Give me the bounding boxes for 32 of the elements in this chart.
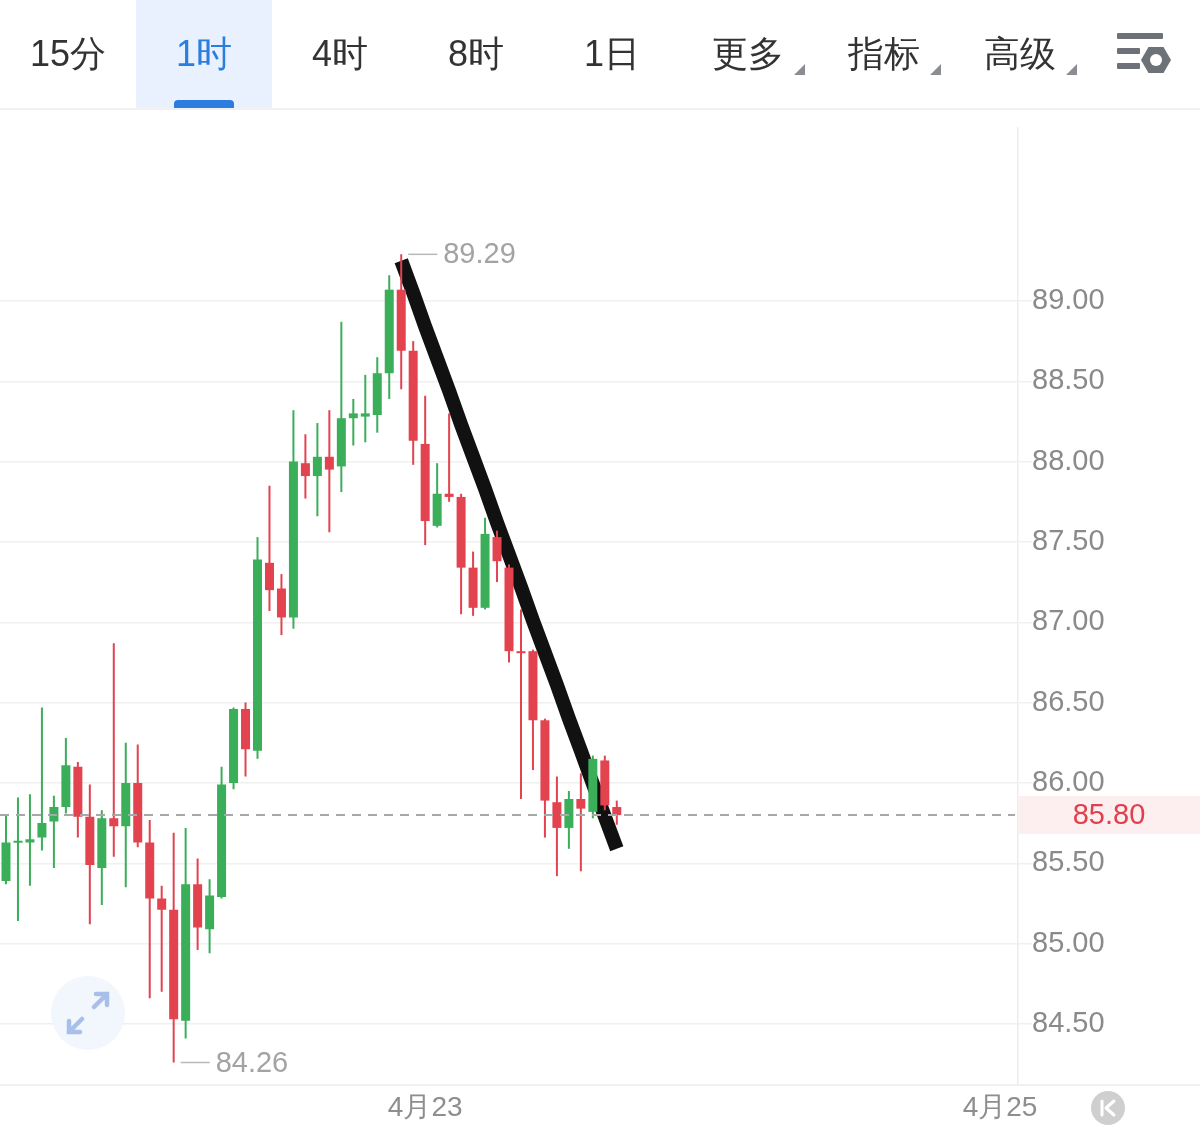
candlestick <box>360 374 370 443</box>
candlestick <box>444 413 454 502</box>
x-tick-label: 4月25 <box>962 1090 1038 1122</box>
candlestick <box>37 707 47 851</box>
y-tick-label: 89.00 <box>1032 282 1105 315</box>
candlestick <box>516 609 526 800</box>
y-tick-label: 84.50 <box>1032 1005 1105 1038</box>
y-tick-label: 88.00 <box>1032 443 1105 476</box>
candlestick <box>157 885 167 992</box>
candlestick <box>13 797 23 922</box>
x-tick-label: 4月23 <box>387 1090 463 1122</box>
period-tab[interactable]: 8时 <box>408 0 544 108</box>
period-tab[interactable]: 4时 <box>272 0 408 108</box>
y-tick-label: 87.00 <box>1032 604 1105 637</box>
candlestick <box>348 398 358 446</box>
y-tick-label: 86.50 <box>1032 684 1105 717</box>
candlestick <box>25 794 35 886</box>
y-tick-label: 85.50 <box>1032 845 1105 878</box>
period-tab[interactable]: 1日 <box>544 0 680 108</box>
y-tick-label: 88.50 <box>1032 363 1105 396</box>
annotation: 89.29 <box>443 237 516 270</box>
menu-tab[interactable]: 指标 <box>816 0 952 108</box>
y-tick-label: 85.00 <box>1032 925 1105 958</box>
candlestick <box>109 643 119 857</box>
menu-tab[interactable]: 高级 <box>952 0 1088 108</box>
period-tab[interactable]: 1时 <box>136 0 272 108</box>
y-tick-label: 87.50 <box>1032 523 1105 556</box>
y-tick-label: 86.00 <box>1032 764 1105 797</box>
menu-tab[interactable]: 更多 <box>680 0 816 108</box>
annotation: 84.26 <box>215 1045 289 1078</box>
ref-line-label: 85.80 <box>1072 798 1146 831</box>
period-tab[interactable]: 15分 <box>0 0 136 108</box>
